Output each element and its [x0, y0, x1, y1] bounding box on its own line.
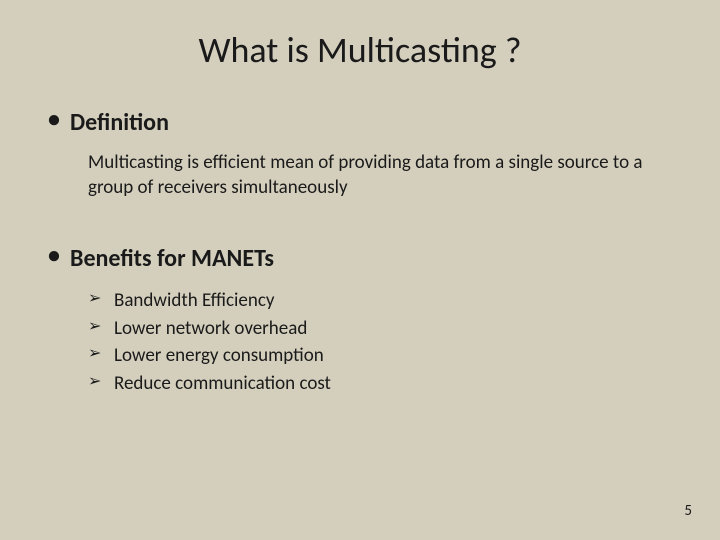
page-number: 5: [684, 502, 692, 520]
benefits-heading: Benefits for MANETs: [48, 244, 672, 273]
list-item: Lower network overhead: [88, 315, 672, 343]
benefits-list: Bandwidth Efficiency Lower network overh…: [88, 287, 672, 397]
slide-title: What is Multicasting ?: [0, 0, 720, 80]
list-item: Bandwidth Efficiency: [88, 287, 672, 315]
slide-content: Definition Multicasting is efficient mea…: [0, 80, 720, 398]
definition-text: Multicasting is efficient mean of provid…: [88, 151, 652, 200]
list-item: Lower energy consumption: [88, 342, 672, 370]
definition-heading: Definition: [48, 108, 672, 137]
list-item: Reduce communication cost: [88, 370, 672, 398]
